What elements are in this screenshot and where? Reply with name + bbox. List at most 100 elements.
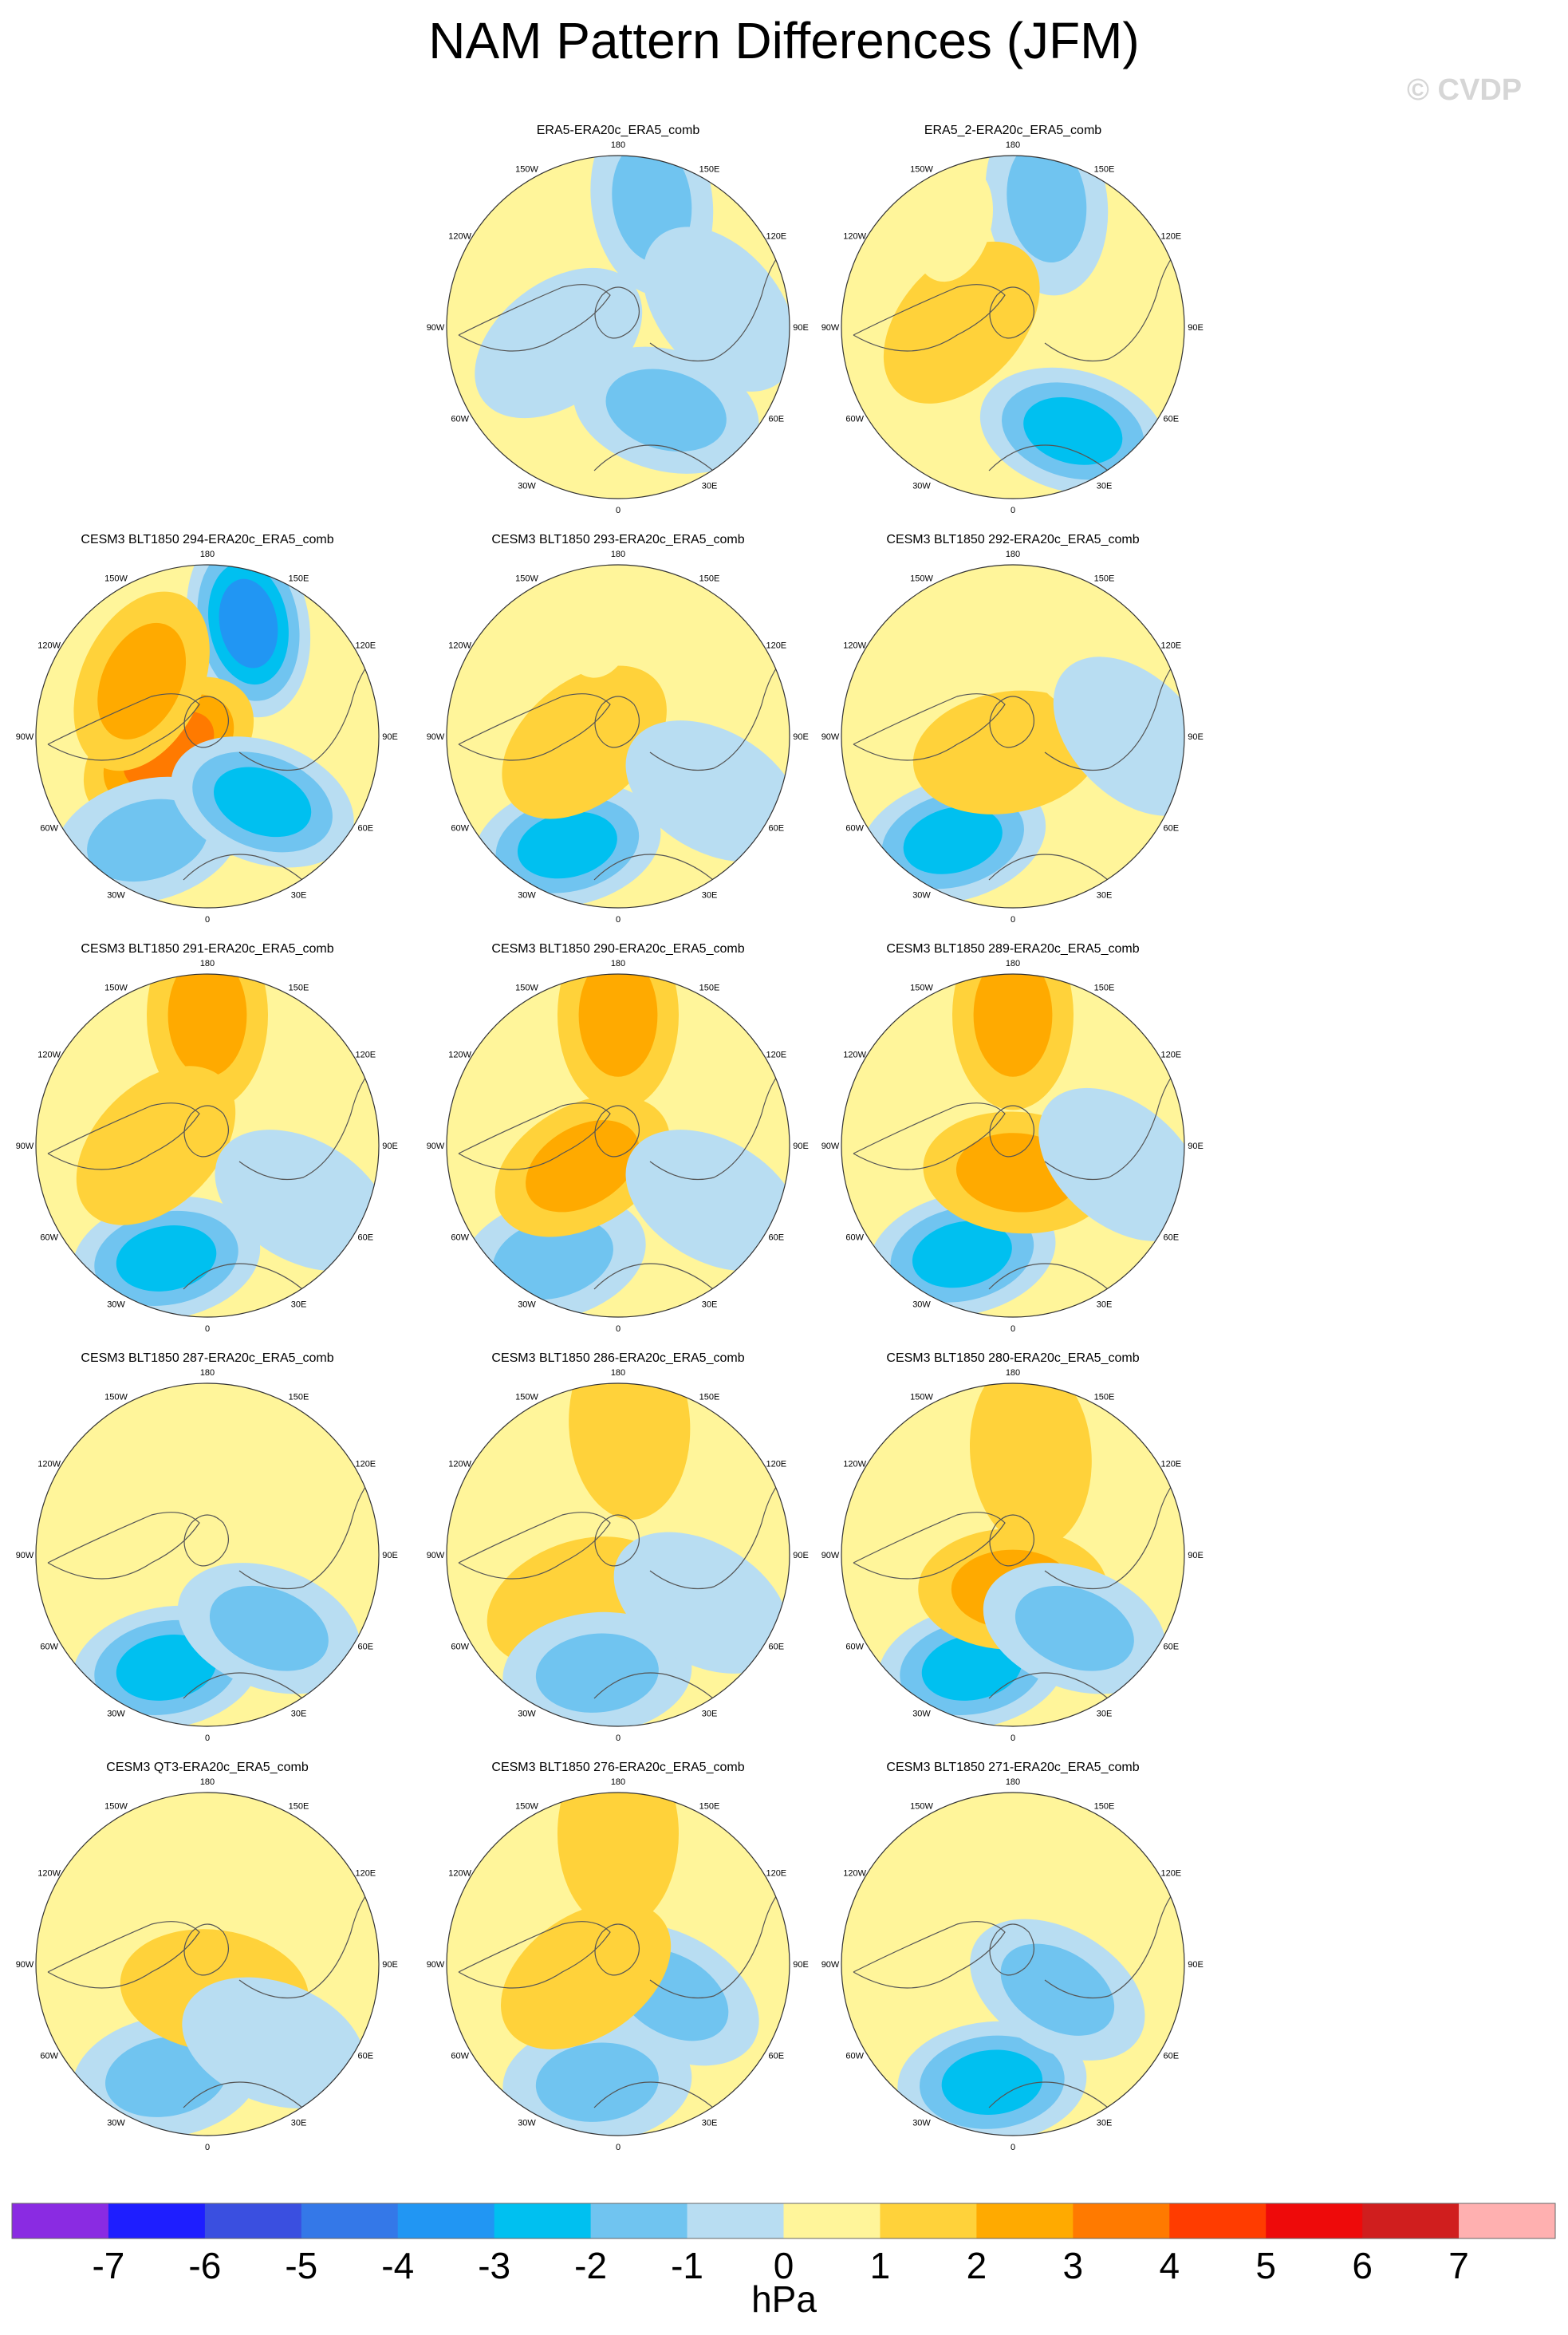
longitude-label: 120E — [1160, 232, 1181, 242]
coastlines — [47, 1474, 376, 1707]
longitude-label: 120W — [448, 641, 471, 651]
longitude-label: 30E — [291, 1300, 307, 1309]
anomaly-contour — [215, 1130, 379, 1272]
anomaly-contour — [1053, 657, 1184, 816]
longitude-label: 120E — [355, 1051, 376, 1060]
longitude-label: 60E — [358, 1233, 374, 1243]
longitude-label: 60W — [451, 1233, 469, 1243]
colorbar-bin — [301, 2203, 399, 2238]
anomaly-contour — [500, 1902, 672, 2049]
longitude-label: 120E — [766, 232, 786, 242]
longitude-label: 60E — [358, 2052, 374, 2061]
longitude-label: 150W — [910, 574, 933, 584]
longitude-label: 30E — [702, 2118, 718, 2128]
longitude-label: 120W — [843, 1869, 866, 1879]
longitude-label: 120W — [37, 1051, 61, 1060]
longitude-label: 30W — [518, 481, 536, 491]
longitude-label: 60E — [1164, 1233, 1180, 1243]
longitude-label: 30E — [1097, 890, 1113, 900]
longitude-label: 30W — [912, 2118, 931, 2128]
colorbar-bin — [12, 2203, 109, 2238]
polar-map: 180 150E 120E 90E 60E 30E 0 30W 60W 90W 120W 150W — [427, 1777, 809, 2152]
longitude-label: 120E — [355, 641, 376, 651]
anomaly-contour — [605, 369, 727, 452]
longitude-label: 90E — [793, 1142, 809, 1151]
longitude-label: 0 — [205, 2143, 210, 2152]
longitude-label: 30W — [518, 2118, 536, 2128]
longitude-label: 60W — [845, 415, 864, 424]
longitude-label: 90E — [382, 1551, 398, 1560]
watermark: © CVDP — [1407, 73, 1523, 107]
anomaly-contour — [535, 1633, 659, 1713]
longitude-label: 120W — [843, 1460, 866, 1469]
longitude-label: 120E — [766, 1460, 786, 1469]
colorbar-bin — [687, 2203, 784, 2238]
longitude-label: 60W — [40, 1643, 58, 1652]
longitude-label: 150W — [104, 1393, 128, 1402]
longitude-label: 90E — [793, 323, 809, 333]
longitude-label: 120E — [1160, 1869, 1181, 1879]
map-frame — [841, 564, 1185, 909]
longitude-label: 150E — [699, 1393, 720, 1402]
longitude-label: 90W — [427, 732, 445, 742]
coastlines — [47, 1883, 376, 2116]
map-panel: CESM3 BLT1850 294-ERA20c_ERA5_comb 180 150… — [8, 533, 407, 932]
polar-map: 180 150E 120E 90E 60E 30E 0 30W 60W 90W 120W 150W — [427, 140, 809, 515]
longitude-label: 90W — [16, 1551, 34, 1560]
longitude-label: 180 — [1006, 550, 1020, 559]
longitude-label: 60W — [845, 1233, 864, 1243]
panel-title: CESM3 BLT1850 290-ERA20c_ERA5_comb — [491, 942, 745, 956]
anomaly-contour — [625, 720, 790, 862]
coastlines — [853, 1883, 1181, 2116]
anomaly-contour — [182, 1977, 365, 2108]
coastlines — [853, 1474, 1181, 1707]
longitude-label: 150E — [699, 574, 720, 584]
anomaly-contour — [227, 1392, 308, 1510]
longitude-label: 60W — [845, 1643, 864, 1652]
longitude-label: 150E — [1094, 984, 1115, 993]
coastlines — [853, 247, 1181, 479]
longitude-label: 60E — [769, 415, 785, 424]
coastlines — [853, 656, 1181, 889]
map-panel: CESM3 BLT1850 290-ERA20c_ERA5_comb 180 150… — [419, 942, 817, 1341]
polar-map: 180 150E 120E 90E 60E 30E 0 30W 60W 90W 120W 150W — [427, 550, 809, 924]
map-panel: CESM3 BLT1850 289-ERA20c_ERA5_comb 180 150… — [814, 942, 1212, 1341]
map-frame — [841, 1382, 1185, 1727]
longitude-label: 0 — [616, 915, 621, 924]
longitude-label: 150E — [699, 165, 720, 175]
longitude-label: 0 — [1011, 1734, 1015, 1742]
longitude-label: 120E — [1160, 641, 1181, 651]
longitude-label: 60W — [845, 2052, 864, 2061]
polar-map: 180 150E 120E 90E 60E 30E 0 30W 60W 90W 120W 150W — [427, 1368, 809, 1742]
longitude-label: 150W — [910, 1802, 933, 1812]
longitude-label: 60W — [451, 415, 469, 424]
longitude-label: 150E — [289, 1802, 309, 1812]
longitude-label: 90E — [1188, 1960, 1204, 1970]
longitude-label: 0 — [205, 1734, 210, 1742]
longitude-label: 0 — [205, 915, 210, 924]
longitude-label: 90W — [821, 732, 840, 742]
longitude-label: 180 — [1006, 1777, 1020, 1787]
coastlines — [458, 656, 786, 889]
panel-title: ERA5_2-ERA20c_ERA5_comb — [924, 124, 1102, 137]
longitude-label: 60E — [769, 1643, 785, 1652]
map-frame — [841, 1792, 1185, 2136]
coastlines — [853, 1065, 1181, 1298]
longitude-label: 30W — [912, 1300, 931, 1309]
panel-title: CESM3 BLT1850 287-ERA20c_ERA5_comb — [81, 1351, 334, 1365]
panel-title: CESM3 BLT1850 293-ERA20c_ERA5_comb — [491, 533, 745, 546]
anomaly-contour — [1014, 1585, 1134, 1671]
longitude-label: 90W — [427, 1142, 445, 1151]
anomaly-contour — [535, 2042, 659, 2122]
longitude-label: 60E — [1164, 2052, 1180, 2061]
map-panel: CESM3 BLT1850 271-ERA20c_ERA5_comb 180 150… — [814, 1761, 1212, 2159]
polar-map: 180 150E 120E 90E 60E 30E 0 30W 60W 90W 120W 150W — [821, 1777, 1204, 2152]
longitude-label: 90W — [821, 1551, 840, 1560]
longitude-label: 150E — [1094, 1393, 1115, 1402]
panel-title: CESM3 BLT1850 276-ERA20c_ERA5_comb — [491, 1761, 745, 1774]
longitude-label: 180 — [611, 140, 625, 150]
longitude-label: 150W — [910, 1393, 933, 1402]
longitude-label: 60W — [845, 824, 864, 834]
map-panel: CESM3 BLT1850 292-ERA20c_ERA5_comb 180 150… — [814, 533, 1212, 932]
longitude-label: 150E — [1094, 574, 1115, 584]
